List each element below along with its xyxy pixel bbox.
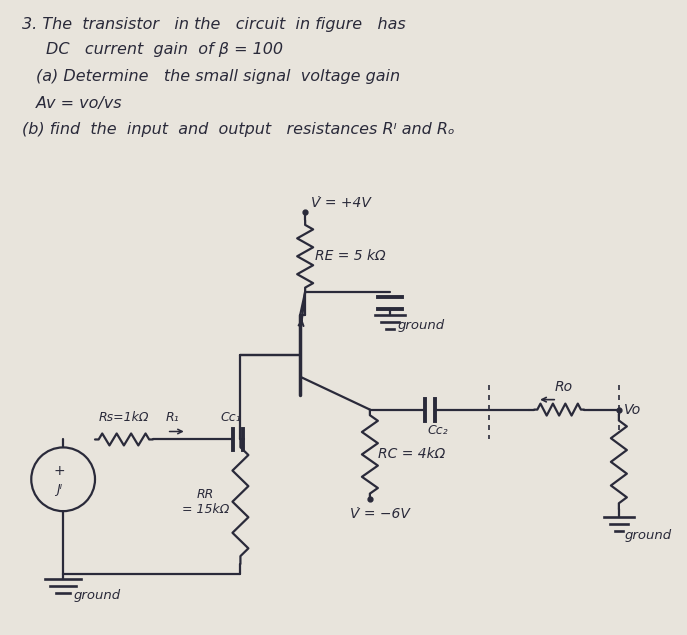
Text: 3. The  transistor   in the   circuit  in figure   has: 3. The transistor in the circuit in figu… [22,17,405,32]
Text: (b) find  the  input  and  output   resistances Rᴵ and Rₒ: (b) find the input and output resistance… [22,122,455,137]
Text: ground: ground [625,529,672,542]
Text: Ro: Ro [555,380,573,394]
Text: V̇ = −6V: V̇ = −6V [350,507,410,521]
Text: +: + [54,464,65,478]
Text: V̇ = +4V: V̇ = +4V [311,196,371,210]
Text: R₁: R₁ [166,411,179,424]
Text: RR
= 15kΩ: RR = 15kΩ [182,488,229,516]
Text: (a) Determine   the small signal  voltage gain: (a) Determine the small signal voltage g… [36,69,400,84]
Text: Vo: Vo [624,403,641,417]
Text: Av = vo/vs: Av = vo/vs [36,96,122,110]
Text: DC   current  gain  of β = 100: DC current gain of β = 100 [46,43,283,58]
Text: ground: ground [73,589,120,602]
Text: ground: ground [398,319,445,332]
Text: Jᴵ: Jᴵ [56,483,63,496]
Text: Cc₁: Cc₁ [220,411,240,424]
Text: Rs=1kΩ: Rs=1kΩ [99,411,149,424]
Text: RC = 4kΩ: RC = 4kΩ [378,448,445,462]
Text: Cc₂: Cc₂ [428,424,449,436]
Text: RE = 5 kΩ: RE = 5 kΩ [315,250,385,264]
